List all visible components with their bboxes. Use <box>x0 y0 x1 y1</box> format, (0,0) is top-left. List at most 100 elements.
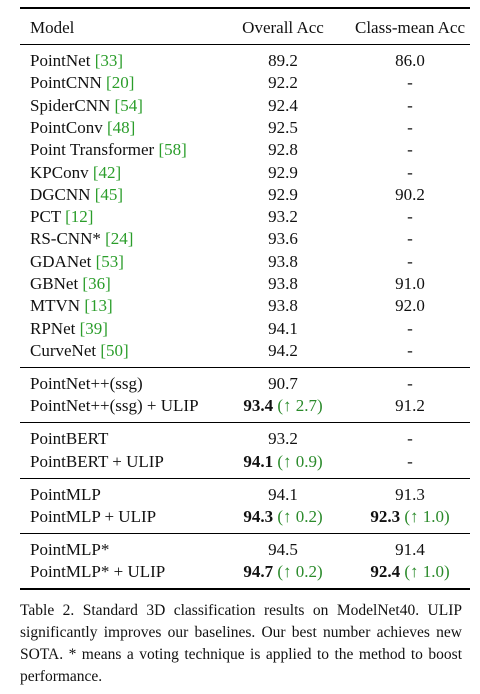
model-cell: KPConv [42] <box>30 163 121 183</box>
model-cell: SpiderCNN [54] <box>30 96 143 116</box>
model-name: PointBERT <box>30 429 109 449</box>
overall-cell: 93.6 <box>268 229 298 249</box>
overall-cell: 93.2 <box>268 429 298 449</box>
classmean-value: 90.2 <box>395 184 425 204</box>
model-cell: PointBERT + ULIP <box>30 452 164 472</box>
classmean-cell: 92.3 (↑ 1.0) <box>370 507 449 527</box>
group-rule <box>20 532 470 534</box>
model-name: KPConv <box>30 162 89 182</box>
overall-value: 93.8 <box>268 251 298 271</box>
classmean-cell: 92.0 <box>395 296 425 316</box>
header-classmean: Class-mean Acc <box>355 18 465 37</box>
overall-value: 92.2 <box>268 73 298 93</box>
classmean-cell: - <box>407 96 413 116</box>
model-name: PointCNN <box>30 73 102 93</box>
classmean-cell: 91.4 <box>395 540 425 560</box>
classmean-value: - <box>407 451 413 471</box>
citation: [58] <box>158 140 187 160</box>
model-cell: PointMLP + ULIP <box>30 507 156 527</box>
classmean-value: - <box>407 373 413 393</box>
overall-cell: 94.7 (↑ 0.2) <box>243 562 322 582</box>
classmean-cell: - <box>407 207 413 227</box>
classmean-cell: - <box>407 118 413 138</box>
overall-value: 92.8 <box>268 140 298 160</box>
model-name: RPNet <box>30 318 76 338</box>
overall-value: 89.2 <box>268 51 298 70</box>
overall-value: 93.2 <box>268 207 298 227</box>
overall-cell: 93.8 <box>268 274 298 294</box>
classmean-value: - <box>407 251 413 271</box>
classmean-value: - <box>407 117 413 137</box>
model-name: MTVN <box>30 296 81 316</box>
overall-gain: (↑ 0.9) <box>277 451 323 471</box>
citation: [12] <box>65 207 94 227</box>
classmean-value: 92.0 <box>395 296 425 316</box>
overall-gain: (↑ 2.7) <box>277 396 323 416</box>
overall-gain: (↑ 0.2) <box>277 562 323 582</box>
overall-value: 94.1 <box>243 451 274 471</box>
overall-cell: 92.8 <box>268 140 298 160</box>
classmean-value: 91.3 <box>395 484 425 504</box>
model-cell: GDANet [53] <box>30 252 124 272</box>
model-name: RS-CNN* <box>30 229 101 249</box>
overall-value: 92.5 <box>268 117 298 137</box>
overall-cell: 94.1 <box>268 319 298 339</box>
classmean-value: - <box>407 95 413 115</box>
model-cell: MTVN [13] <box>30 296 113 316</box>
bottom-rule <box>20 588 470 590</box>
classmean-cell: - <box>407 252 413 272</box>
overall-cell: 94.1 <box>268 485 298 505</box>
model-name: PointMLP* <box>30 539 110 559</box>
model-cell: DGCNN [45] <box>30 185 123 205</box>
overall-value: 94.1 <box>268 484 298 504</box>
classmean-value: - <box>407 340 413 360</box>
overall-value: 92.4 <box>268 95 298 115</box>
model-name: SpiderCNN <box>30 95 111 115</box>
model-cell: Point Transformer [58] <box>30 140 187 160</box>
model-name: PointNet++(ssg) <box>30 373 143 393</box>
model-cell: PointMLP <box>30 485 101 505</box>
model-name: PointConv <box>30 117 103 137</box>
citation: [42] <box>92 162 122 182</box>
model-cell: CurveNet [50] <box>30 341 129 361</box>
overall-cell: 94.1 (↑ 0.9) <box>243 452 322 472</box>
overall-value: 90.7 <box>268 373 298 393</box>
model-cell: PointMLP* + ULIP <box>30 562 165 582</box>
overall-value: 92.9 <box>268 184 298 204</box>
model-name: PointMLP <box>30 484 101 504</box>
model-cell: PointCNN [20] <box>30 73 134 93</box>
overall-cell: 89.2 <box>268 51 298 71</box>
group-rule <box>20 422 470 424</box>
citation: [48] <box>107 117 136 137</box>
model-name: PCT <box>30 207 61 227</box>
classmean-cell: 86.0 <box>395 51 425 71</box>
overall-cell: 90.7 <box>268 374 298 394</box>
classmean-cell: - <box>407 229 413 249</box>
overall-gain: (↑ 0.2) <box>277 506 323 526</box>
overall-cell: 92.5 <box>268 118 298 138</box>
citation: [53] <box>95 251 124 271</box>
classmean-cell: 91.0 <box>395 274 425 294</box>
model-cell: PointNet++(ssg) <box>30 374 143 394</box>
model-cell: PointConv [48] <box>30 118 135 138</box>
overall-value: 93.2 <box>268 429 298 449</box>
header-model: Model <box>30 18 75 37</box>
header-rule <box>20 44 470 45</box>
classmean-value: - <box>407 162 413 182</box>
citation: [20] <box>106 73 135 93</box>
model-name: DGCNN <box>30 184 91 204</box>
overall-value: 93.8 <box>268 274 298 293</box>
classmean-value: - <box>407 73 413 93</box>
classmean-value: - <box>407 429 413 449</box>
overall-cell: 92.2 <box>268 73 298 93</box>
top-rule <box>20 7 470 9</box>
overall-cell: 93.4 (↑ 2.7) <box>243 396 322 416</box>
overall-cell: 92.9 <box>268 163 298 183</box>
header-overall: Overall Acc <box>242 18 324 37</box>
citation: [45] <box>94 184 124 204</box>
overall-value: 94.2 <box>268 340 298 360</box>
classmean-value: 92.4 <box>370 562 401 582</box>
overall-value: 93.4 <box>243 396 274 416</box>
overall-cell: 94.5 <box>268 540 298 560</box>
